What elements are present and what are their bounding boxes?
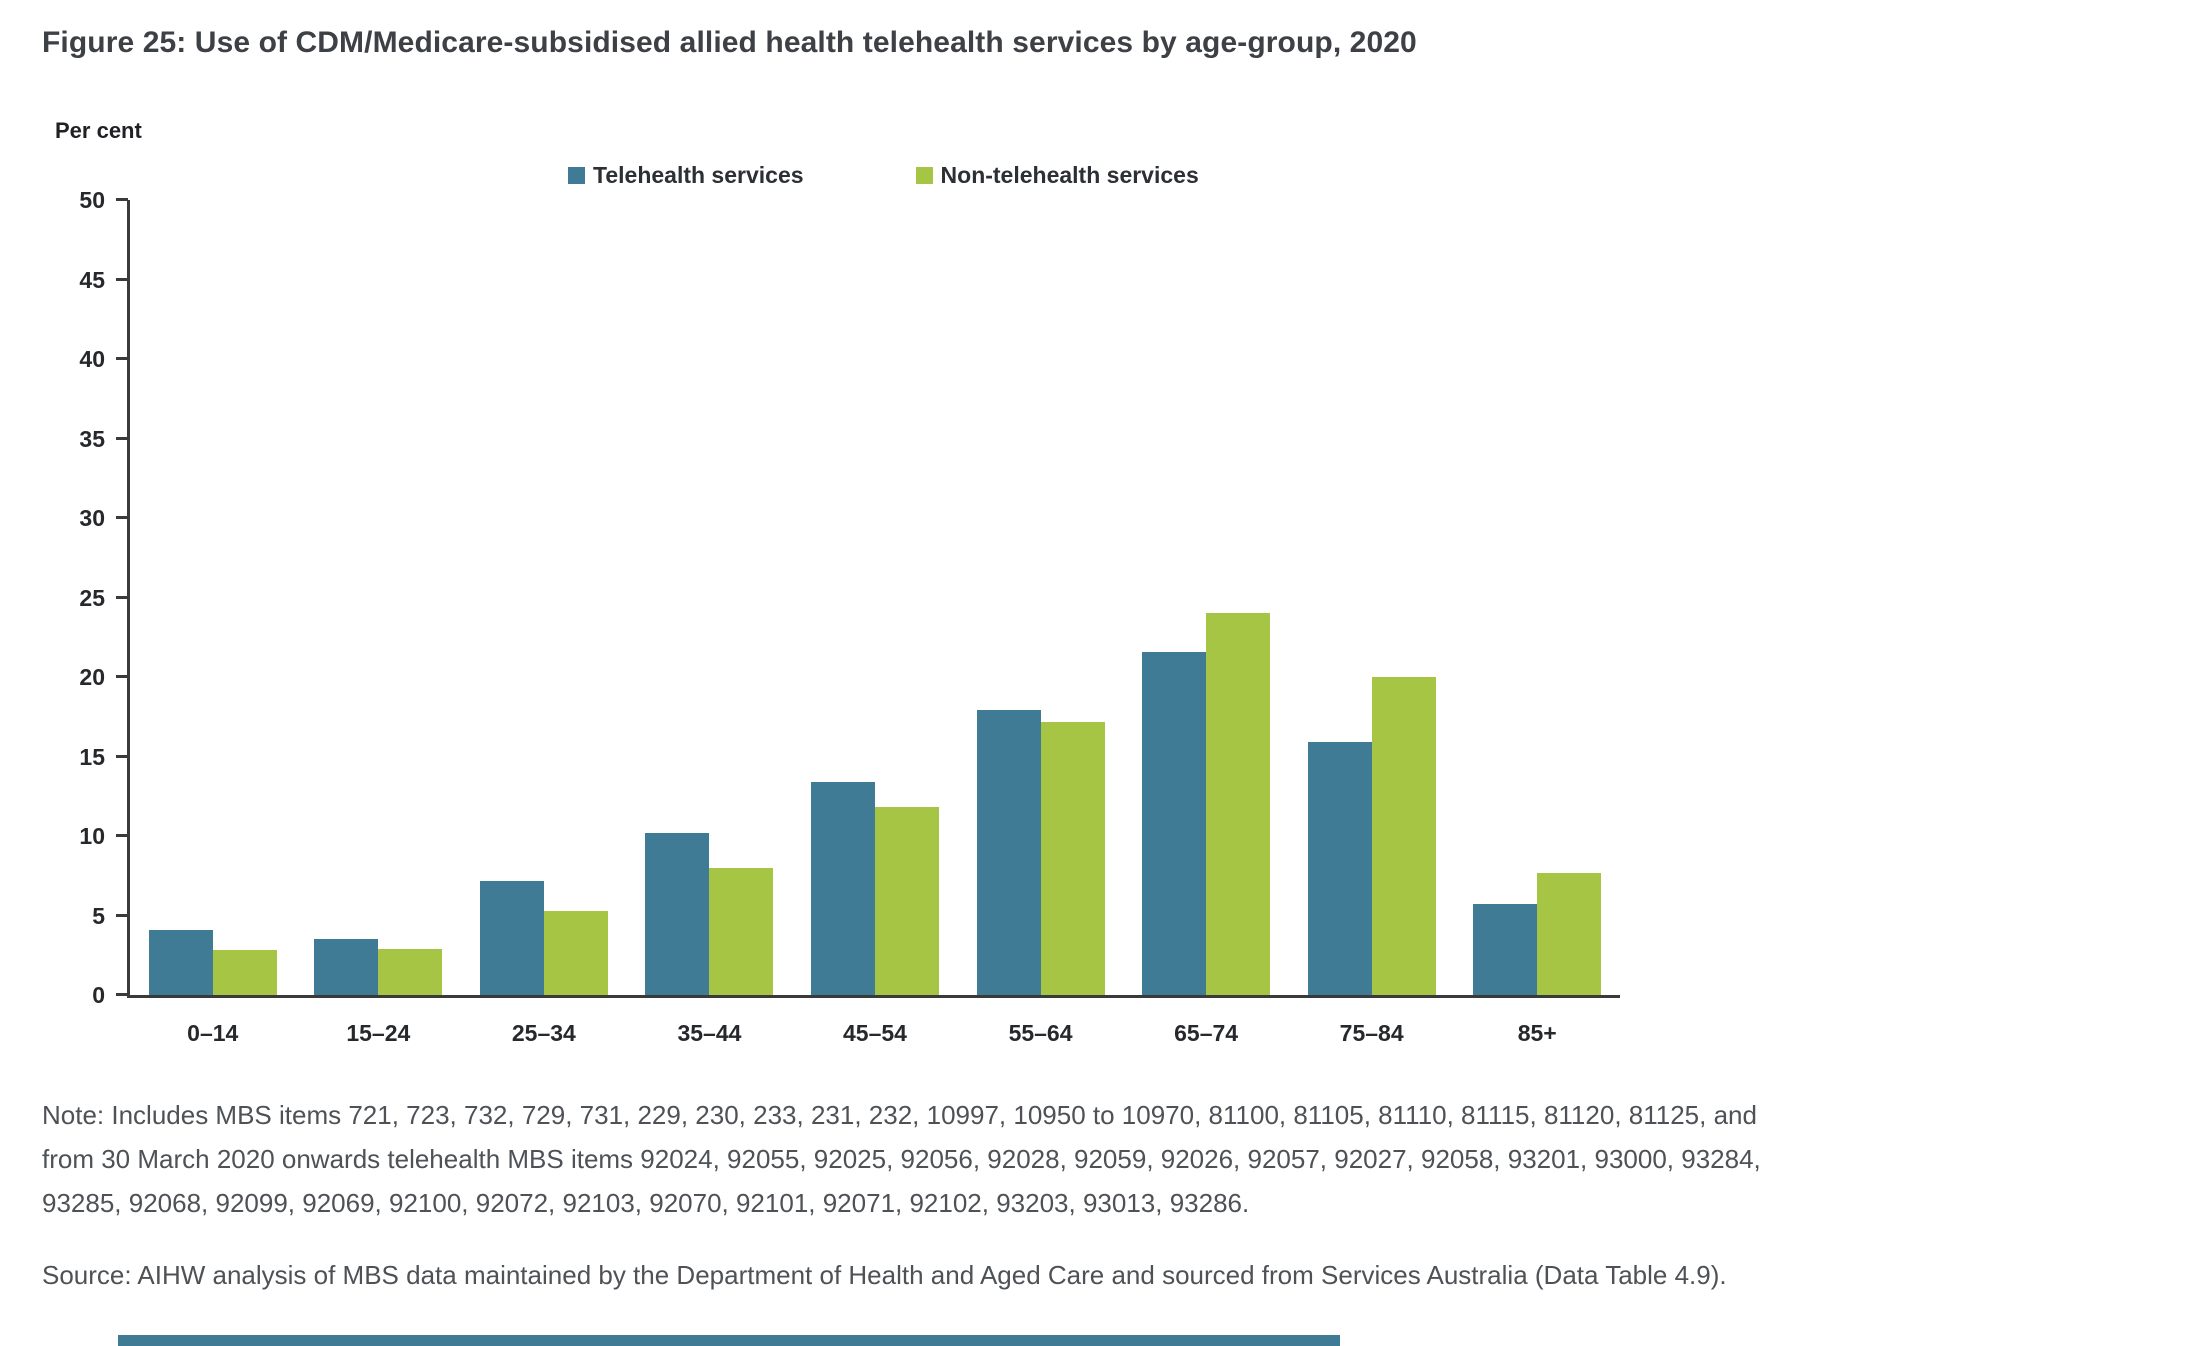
y-axis-tick-label: 30 xyxy=(79,505,105,531)
y-axis-tick-label: 45 xyxy=(79,266,105,293)
y-axis-tick-label: 20 xyxy=(79,664,105,690)
bar-non-telehealth-45–54 xyxy=(875,807,939,995)
bar-non-telehealth-15–24 xyxy=(378,948,443,995)
legend-item-telehealth: Telehealth services xyxy=(568,162,804,189)
legend-swatch-telehealth xyxy=(568,167,585,184)
bar-telehealth-65–74 xyxy=(1142,651,1207,995)
note-line: from 30 March 2020 onwards telehealth MB… xyxy=(42,1144,1761,1174)
y-axis-tick xyxy=(116,993,128,996)
note-line: 93285, 92068, 92099, 92069, 92100, 92072… xyxy=(42,1188,1250,1218)
y-axis-title: Per cent xyxy=(55,118,142,143)
y-axis-tick xyxy=(116,834,128,837)
y-axis-tick-label: 25 xyxy=(79,584,105,611)
y-axis-tick-label: 40 xyxy=(79,346,105,372)
chart-legend: Telehealth services Non-telehealth servi… xyxy=(568,162,1199,189)
bar-non-telehealth-65–74 xyxy=(1206,613,1271,995)
figure-source: Source: AIHW analysis of MBS data mainta… xyxy=(42,1260,1727,1290)
x-axis-label: 15–24 xyxy=(346,1020,411,1046)
bar-telehealth-35–44 xyxy=(645,832,710,995)
note-line: Note: Includes MBS items 721, 723, 732, … xyxy=(42,1100,1757,1130)
y-axis-tick-label: 10 xyxy=(79,823,105,849)
bottom-accent-bar xyxy=(118,1335,1340,1346)
x-axis-label: 65–74 xyxy=(1174,1020,1239,1046)
y-axis-tick xyxy=(116,595,128,599)
y-axis-tick-label: 35 xyxy=(79,425,105,452)
bar-non-telehealth-55–64 xyxy=(1040,721,1105,995)
y-axis-tick-label: 5 xyxy=(92,902,105,929)
x-axis-label: 25–34 xyxy=(511,1020,576,1046)
x-axis-label: 75–84 xyxy=(1339,1020,1404,1046)
plot-area: Per cent 0 5 10 15 20 25 30 35 40 45 50 0–14 15–24 25… xyxy=(55,118,1620,1046)
bar-telehealth-15–24 xyxy=(314,939,379,995)
bar-telehealth-85+ xyxy=(1473,904,1538,995)
x-axis-label: 55–64 xyxy=(1008,1020,1073,1046)
y-axis-tick xyxy=(116,754,128,758)
bar-non-telehealth-25–34 xyxy=(543,910,608,995)
x-axis-label: 85+ xyxy=(1517,1020,1557,1046)
y-axis-tick-label: 15 xyxy=(79,743,105,770)
y-axis-tick xyxy=(116,516,128,519)
y-axis-tick xyxy=(116,436,128,440)
legend-item-non-telehealth: Non-telehealth services xyxy=(915,162,1199,189)
y-axis-tick xyxy=(116,675,128,678)
bar-telehealth-25–34 xyxy=(479,880,544,995)
bar-telehealth-75–84 xyxy=(1307,742,1372,995)
bar-telehealth-55–64 xyxy=(976,710,1041,995)
figure-note: Note: Includes MBS items 721, 723, 732, … xyxy=(42,1093,1761,1225)
y-axis-tick-label: 0 xyxy=(92,982,105,1008)
bar-telehealth-45–54 xyxy=(811,781,875,995)
figure-title: Figure 25: Use of CDM/Medicare-subsidise… xyxy=(42,26,1417,59)
legend-label-telehealth: Telehealth services xyxy=(593,162,804,188)
bar-telehealth-0–14 xyxy=(148,929,213,995)
x-axis-label: 0–14 xyxy=(187,1020,239,1046)
y-axis-tick-label: 50 xyxy=(79,187,105,213)
y-axis-tick xyxy=(116,277,128,281)
y-axis-tick xyxy=(116,913,128,917)
bar-non-telehealth-85+ xyxy=(1537,872,1602,995)
bar-non-telehealth-35–44 xyxy=(709,867,774,995)
y-axis-tick xyxy=(116,357,128,360)
y-axis-tick xyxy=(116,198,128,201)
legend-swatch-non-telehealth xyxy=(915,167,933,184)
bar-non-telehealth-0–14 xyxy=(212,950,277,995)
bar-non-telehealth-75–84 xyxy=(1371,677,1436,995)
legend-label-non-telehealth: Non-telehealth services xyxy=(940,162,1199,188)
x-axis-label: 35–44 xyxy=(677,1020,742,1046)
x-axis-label: 45–54 xyxy=(843,1020,907,1046)
